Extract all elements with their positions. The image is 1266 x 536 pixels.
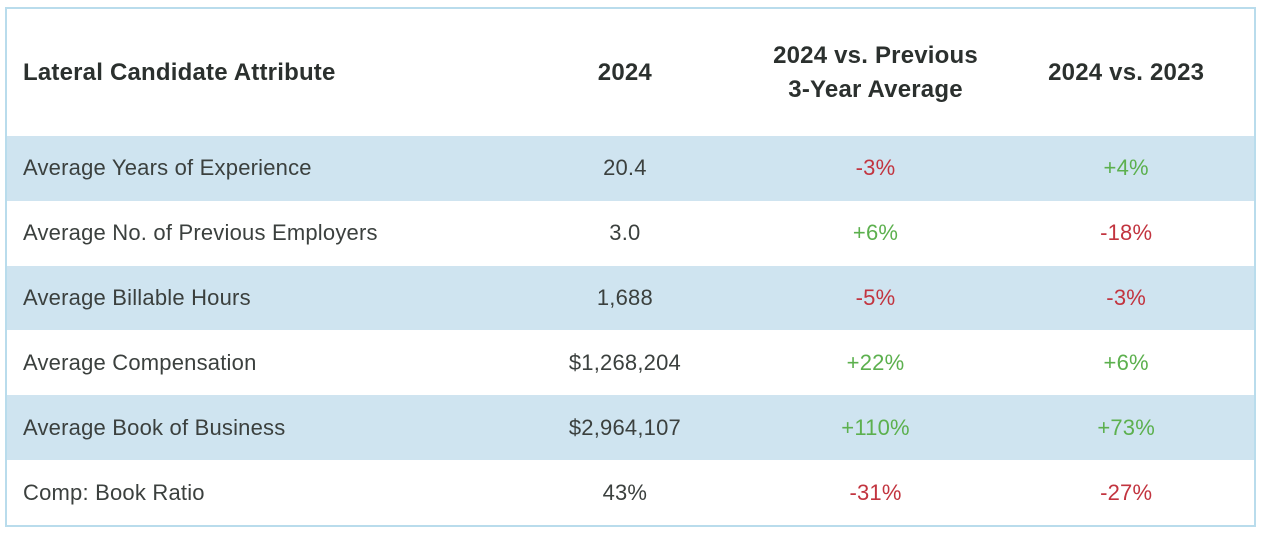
cell-vs-2023: -18% <box>1100 220 1153 246</box>
cell-vs-prev-3yr: +22% <box>846 349 905 375</box>
column-header-vs-prev-3yr-line1: 2024 vs. Previous <box>773 41 978 69</box>
cell-vs-prev-3yr: -5% <box>855 285 896 311</box>
table-row: Average Book of Business $2,964,107 +110% +… <box>7 395 1254 461</box>
cell-2024-value: $2,964,107 <box>568 414 681 440</box>
column-header-vs-prev-3yr-line2: 3-Year Average <box>788 75 963 103</box>
cell-attribute: Comp: Book Ratio <box>23 479 205 505</box>
cell-2024-value: 43% <box>602 479 648 505</box>
table-row: Average No. of Previous Employers 3.0 +6% -… <box>7 201 1254 266</box>
column-header-vs-prev-3yr: 2024 vs. Previous 3-Year Average <box>750 39 1001 106</box>
column-header-2024: 2024 <box>597 58 652 86</box>
table-row: Comp: Book Ratio 43% -31% -27% <box>7 460 1254 525</box>
cell-vs-2023: +73% <box>1097 414 1155 440</box>
cell-attribute: Average Book of Business <box>23 414 286 440</box>
cell-attribute: Average Billable Hours <box>23 285 251 311</box>
cell-attribute: Average No. of Previous Employers <box>23 220 378 246</box>
cell-vs-2023: -27% <box>1100 479 1153 505</box>
cell-vs-2023: +6% <box>1103 349 1149 375</box>
cell-vs-2023: +4% <box>1103 155 1149 181</box>
column-header-vs-2023: 2024 vs. 2023 <box>1048 58 1205 86</box>
table-row: Average Compensation $1,268,204 +22% +6% <box>7 330 1254 395</box>
table-body: Average Years of Experience 20.4 -3% +4% Ave… <box>7 136 1254 525</box>
table-row: Average Billable Hours 1,688 -5% -3% <box>7 265 1254 331</box>
column-header-attribute: Lateral Candidate Attribute <box>23 58 336 86</box>
table-header-row: Lateral Candidate Attribute 2024 2024 vs… <box>7 9 1254 136</box>
cell-2024-value: 3.0 <box>609 220 641 246</box>
table-row: Average Years of Experience 20.4 -3% +4% <box>7 136 1254 201</box>
cell-attribute: Average Compensation <box>23 349 257 375</box>
cell-2024-value: $1,268,204 <box>568 349 681 375</box>
lateral-candidate-table: Lateral Candidate Attribute 2024 2024 vs… <box>5 7 1256 527</box>
cell-vs-2023: -3% <box>1106 285 1147 311</box>
cell-vs-prev-3yr: -31% <box>849 479 902 505</box>
cell-vs-prev-3yr: +6% <box>852 220 899 246</box>
cell-2024-value: 1,688 <box>596 285 653 311</box>
cell-2024-value: 20.4 <box>603 155 647 181</box>
cell-vs-prev-3yr: -3% <box>855 155 896 181</box>
cell-vs-prev-3yr: +110% <box>841 414 910 440</box>
cell-attribute: Average Years of Experience <box>23 155 312 181</box>
